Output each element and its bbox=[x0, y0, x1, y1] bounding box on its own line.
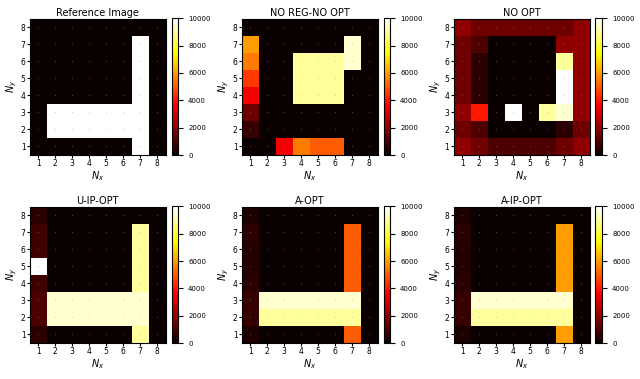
Title: NO OPT: NO OPT bbox=[503, 8, 540, 18]
X-axis label: $N_x$: $N_x$ bbox=[91, 357, 104, 371]
X-axis label: $N_x$: $N_x$ bbox=[303, 169, 316, 183]
Y-axis label: $N_y$: $N_y$ bbox=[429, 80, 443, 93]
X-axis label: $N_x$: $N_x$ bbox=[303, 357, 316, 371]
X-axis label: $N_x$: $N_x$ bbox=[515, 169, 528, 183]
Title: NO REG-NO OPT: NO REG-NO OPT bbox=[269, 8, 349, 18]
Y-axis label: $N_y$: $N_y$ bbox=[5, 80, 19, 93]
X-axis label: $N_x$: $N_x$ bbox=[515, 357, 528, 371]
Y-axis label: $N_y$: $N_y$ bbox=[217, 268, 231, 282]
Y-axis label: $N_y$: $N_y$ bbox=[5, 268, 19, 282]
Title: U-IP-OPT: U-IP-OPT bbox=[76, 196, 119, 206]
Title: A-IP-OPT: A-IP-OPT bbox=[500, 196, 543, 206]
Title: A-OPT: A-OPT bbox=[295, 196, 324, 206]
Y-axis label: $N_y$: $N_y$ bbox=[217, 80, 231, 93]
Y-axis label: $N_y$: $N_y$ bbox=[429, 268, 443, 282]
Title: Reference Image: Reference Image bbox=[56, 8, 139, 18]
X-axis label: $N_x$: $N_x$ bbox=[91, 169, 104, 183]
